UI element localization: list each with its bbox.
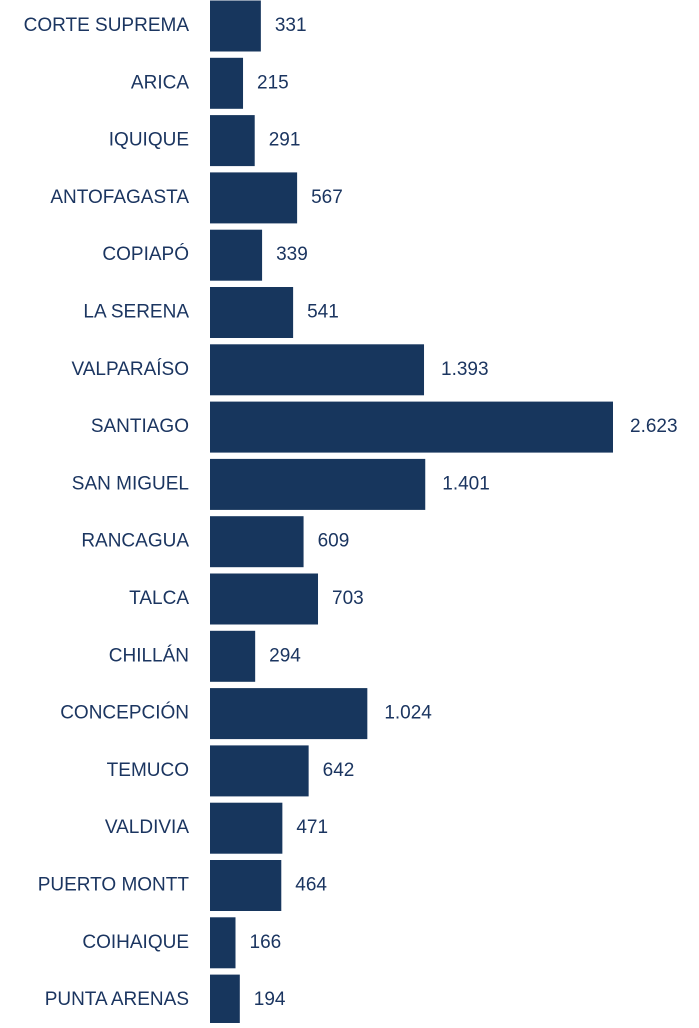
y-tick-label: CHILLÁN: [109, 645, 189, 666]
y-tick-label: TALCA: [129, 588, 189, 609]
value-label: 331: [275, 15, 307, 36]
y-tick-label: COPIAPÓ: [102, 243, 189, 265]
bar: [210, 344, 425, 396]
value-label: 471: [296, 817, 328, 838]
bar: [210, 115, 255, 167]
y-tick-label: TEMUCO: [107, 760, 189, 781]
value-label: 291: [269, 130, 301, 151]
value-label: 642: [323, 760, 355, 781]
y-tick-label: SAN MIGUEL: [72, 473, 189, 494]
value-label: 541: [307, 302, 339, 323]
y-tick-label: VALPARAÍSO: [71, 359, 189, 380]
bar: [210, 688, 368, 740]
value-label: 166: [250, 932, 282, 953]
y-tick-label: ARICA: [131, 72, 189, 93]
bar: [210, 57, 244, 109]
y-tick-label: IQUIQUE: [109, 130, 189, 151]
bar: [210, 860, 282, 911]
bar: [210, 0, 261, 52]
value-label: 464: [295, 875, 327, 896]
value-label: 567: [311, 187, 343, 208]
y-tick-label: PUERTO MONTT: [38, 875, 190, 896]
value-label: 1.393: [441, 359, 489, 380]
bar: [210, 630, 256, 682]
value-label: 609: [318, 531, 350, 552]
bar: [210, 516, 304, 568]
value-label: 703: [332, 588, 364, 609]
bar: [210, 745, 309, 797]
y-tick-label: LA SERENA: [83, 302, 189, 323]
bar: [210, 287, 294, 338]
y-tick-label: VALDIVIA: [105, 817, 189, 838]
value-label: 2.623: [630, 416, 678, 437]
y-tick-label: SANTIAGO: [91, 416, 189, 437]
bar: [210, 573, 319, 625]
bar: [210, 974, 240, 1026]
bar: [210, 917, 236, 969]
value-label: 339: [276, 244, 308, 265]
bar: [210, 458, 426, 510]
y-tick-label: CONCEPCIÓN: [60, 702, 189, 724]
value-label: 1.401: [442, 473, 490, 494]
value-label: 194: [254, 989, 286, 1010]
y-tick-label: PUNTA ARENAS: [45, 989, 189, 1010]
bar: [210, 802, 283, 854]
y-tick-label: ANTOFAGASTA: [50, 187, 189, 208]
value-label: 215: [257, 72, 289, 93]
bar: [210, 172, 298, 224]
bar: [210, 401, 613, 453]
y-tick-label: COIHAIQUE: [82, 932, 189, 953]
value-label: 294: [269, 645, 301, 666]
bar: [210, 229, 263, 281]
y-tick-label: RANCAGUA: [81, 531, 189, 552]
y-tick-label: CORTE SUPREMA: [24, 15, 190, 36]
value-label: 1.024: [384, 703, 432, 724]
